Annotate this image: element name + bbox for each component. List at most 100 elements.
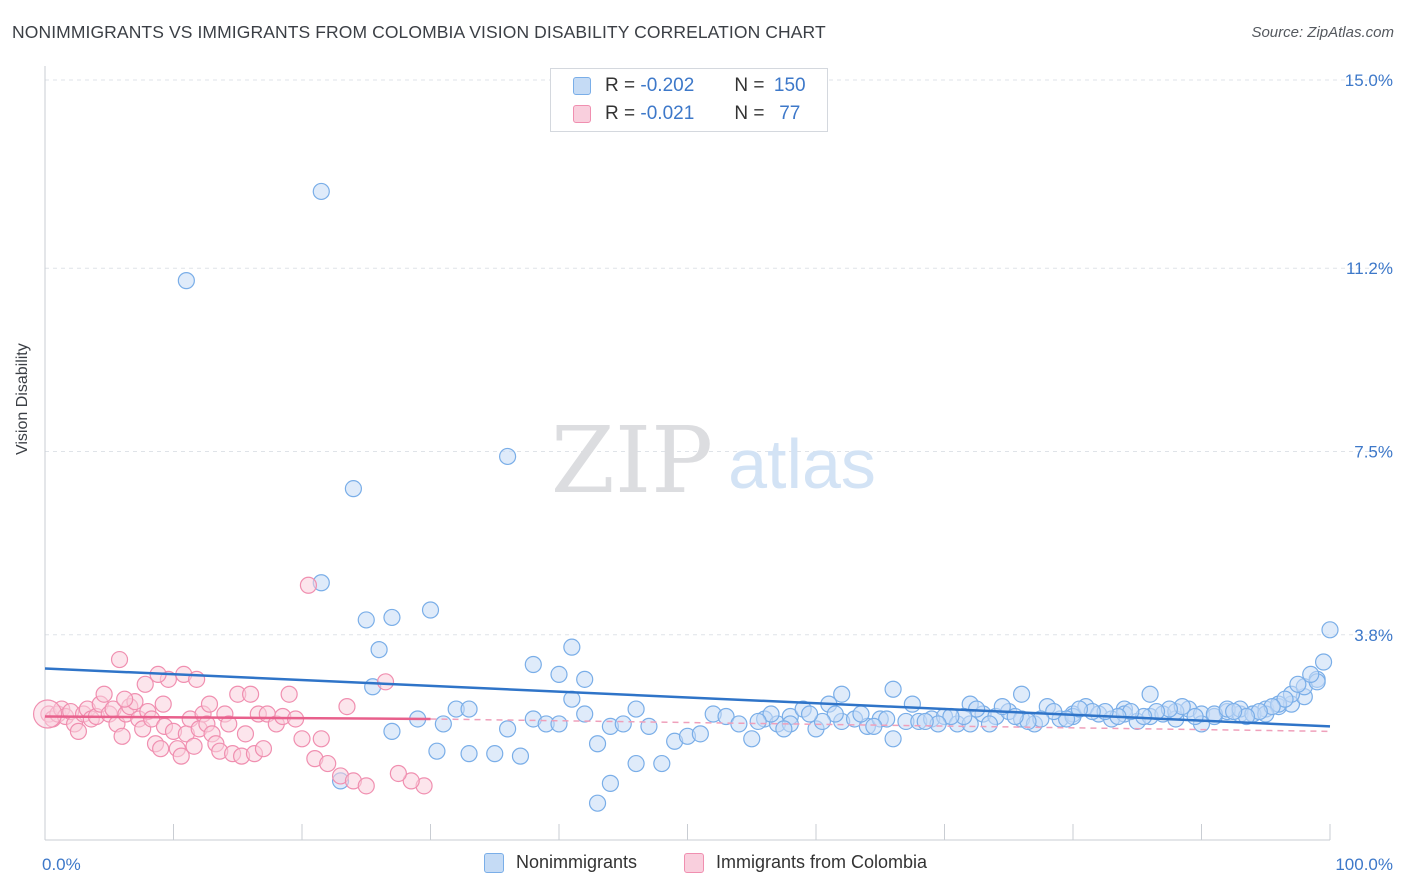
point-nonimmigrants	[884, 730, 902, 748]
point-nonimmigrants	[511, 747, 530, 765]
point-immigrants-colombia	[143, 710, 161, 728]
legend-r-label: R =	[605, 103, 636, 124]
point-nonimmigrants	[383, 608, 401, 627]
point-nonimmigrants	[1321, 621, 1339, 639]
bottom-legend-immigrants-colombia: Immigrants from Colombia	[684, 852, 927, 873]
point-immigrants-colombia	[357, 777, 375, 795]
watermark: ZIP atlas	[551, 407, 876, 514]
point-immigrants-colombia	[154, 695, 172, 713]
point-immigrants-colombia	[136, 675, 154, 693]
point-nonimmigrants	[383, 722, 401, 740]
point-nonimmigrants	[852, 705, 870, 723]
point-nonimmigrants	[177, 272, 195, 290]
point-nonimmigrants	[640, 717, 658, 736]
point-nonimmigrants	[749, 712, 767, 731]
point-immigrants-colombia	[236, 725, 255, 743]
point-immigrants-colombia	[280, 685, 298, 703]
point-nonimmigrants	[312, 182, 330, 201]
point-nonimmigrants	[903, 695, 921, 713]
x-tick-label: 0.0%	[42, 855, 81, 874]
point-immigrants-colombia	[254, 740, 273, 758]
legend-n-label: N =	[734, 75, 765, 96]
point-nonimmigrants	[550, 665, 568, 684]
point-nonimmigrants	[865, 717, 883, 736]
point-nonimmigrants	[486, 745, 504, 763]
point-immigrants-colombia	[319, 754, 337, 773]
point-nonimmigrants	[563, 638, 581, 656]
legend-row-nonimmigrants: R = -0.202 N = 150	[573, 73, 810, 99]
point-nonimmigrants	[499, 447, 517, 466]
point-immigrants-colombia	[188, 670, 206, 688]
point-immigrants-colombia	[312, 730, 330, 748]
point-nonimmigrants	[916, 712, 934, 731]
trend-line-nonimmigrants	[44, 667, 1331, 728]
grid	[45, 79, 1392, 636]
point-nonimmigrants	[344, 480, 362, 498]
point-nonimmigrants	[524, 655, 542, 674]
point-nonimmigrants	[460, 700, 478, 718]
point-nonimmigrants	[826, 705, 844, 723]
point-immigrants-colombia	[376, 673, 395, 691]
point-nonimmigrants	[1141, 685, 1159, 703]
bottom-legend-label: Nonimmigrants	[516, 852, 638, 872]
point-nonimmigrants	[428, 742, 446, 760]
point-nonimmigrants	[1302, 665, 1320, 684]
legend-n-label: N =	[734, 103, 765, 124]
y-tick-label: 11.2%	[1346, 259, 1393, 278]
y-tick-label: 15.0%	[1345, 71, 1393, 90]
y-tick-label: 7.5%	[1354, 443, 1393, 462]
point-nonimmigrants	[813, 712, 832, 731]
point-nonimmigrants	[370, 641, 388, 659]
point-nonimmigrants	[627, 754, 645, 773]
point-immigrants-colombia	[69, 722, 88, 740]
bottom-legend: Nonimmigrants Immigrants from Colombia	[0, 852, 1406, 878]
legend: R = -0.202 N = 150 R = -0.021 N = 77	[550, 68, 828, 132]
point-nonimmigrants	[576, 705, 594, 723]
trend-lines	[44, 667, 1331, 733]
point-nonimmigrants	[1070, 700, 1089, 718]
point-immigrants-colombia	[116, 690, 134, 708]
point-immigrants-colombia	[402, 772, 420, 790]
watermark-atlas: atlas	[728, 425, 876, 503]
point-nonimmigrants	[800, 705, 819, 723]
bottom-legend-swatch-nonimmigrants	[484, 852, 504, 873]
point-immigrants-colombia	[338, 697, 356, 716]
trend-line-immigrants-colombia-extension	[430, 718, 1331, 733]
point-immigrants-colombia	[172, 747, 190, 765]
point-nonimmigrants	[614, 715, 632, 733]
point-immigrants-colombia	[95, 685, 113, 703]
point-immigrants-colombia	[299, 576, 318, 594]
point-nonimmigrants	[1225, 702, 1243, 721]
point-immigrants-colombia	[242, 685, 260, 703]
point-nonimmigrants	[1276, 690, 1294, 708]
point-nonimmigrants	[691, 725, 709, 743]
point-nonimmigrants	[884, 680, 902, 698]
point-nonimmigrants	[1045, 702, 1063, 721]
point-nonimmigrants	[550, 715, 568, 733]
x-tick-labels: 0.0% 100.0%	[42, 855, 1393, 874]
point-nonimmigrants	[775, 720, 793, 738]
point-nonimmigrants	[762, 705, 780, 723]
legend-swatch-immigrants-colombia	[573, 105, 591, 123]
point-immigrants-colombia	[113, 727, 131, 745]
point-nonimmigrants	[588, 794, 607, 812]
legend-n-value: 77	[779, 103, 801, 124]
trend-line-immigrants-colombia	[44, 715, 431, 721]
point-nonimmigrants	[1314, 653, 1333, 671]
x-tick-label: 100.0%	[1335, 855, 1393, 874]
y-tick-labels: 3.8% 7.5% 11.2% 15.0%	[1345, 71, 1393, 645]
point-nonimmigrants	[434, 715, 452, 733]
point-immigrants-colombia	[110, 650, 129, 669]
point-immigrants-colombia	[389, 764, 407, 783]
bottom-legend-nonimmigrants: Nonimmigrants	[484, 852, 637, 873]
point-nonimmigrants	[1012, 685, 1031, 703]
point-nonimmigrants	[627, 700, 645, 718]
legend-row-immigrants-colombia: R = -0.021 N = 77	[573, 101, 810, 127]
point-nonimmigrants	[1289, 675, 1307, 693]
legend-r-value: -0.202	[640, 75, 695, 96]
point-nonimmigrants	[601, 774, 620, 792]
point-immigrants-colombia	[185, 737, 203, 755]
legend-n-value: 150	[773, 75, 806, 96]
point-immigrants-colombia	[220, 715, 238, 733]
